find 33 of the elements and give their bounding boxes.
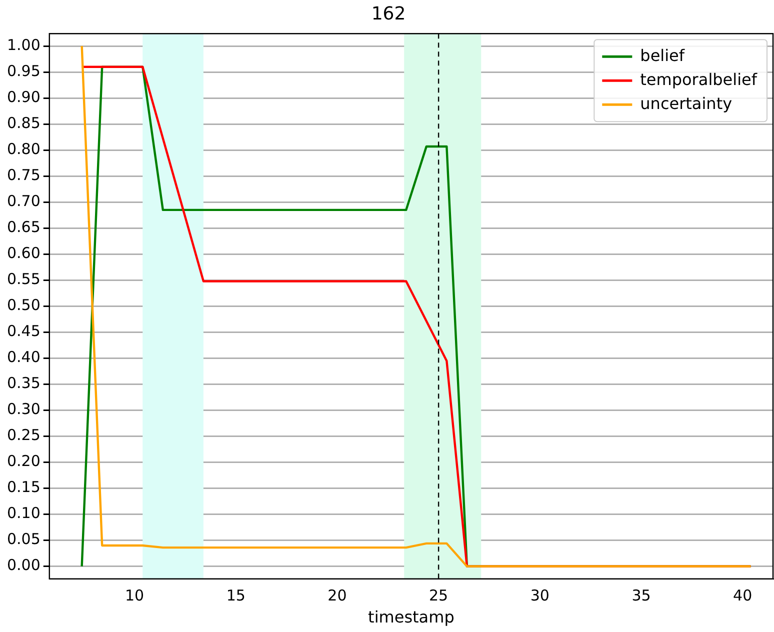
x-tick-label: 40 [733, 586, 752, 605]
legend-label: temporalbelief [640, 70, 758, 89]
y-tick-label: 0.45 [6, 322, 40, 340]
x-tick-label: 20 [328, 586, 347, 605]
y-tick-label: 0.35 [6, 374, 40, 392]
y-tick-label: 0.20 [6, 452, 40, 470]
y-tick-label: 0.10 [6, 504, 40, 522]
x-axis-title: timestamp [368, 608, 454, 627]
y-tick-label: 0.95 [6, 62, 40, 80]
y-tick-label: 0.90 [6, 88, 40, 106]
legend-label: uncertainty [640, 94, 732, 113]
y-tick-label: 0.55 [6, 270, 40, 288]
y-tick-label: 1.00 [6, 36, 40, 54]
y-tick-label: 0.80 [6, 140, 40, 158]
y-tick-label: 0.00 [6, 556, 40, 574]
legend-label: belief [640, 46, 685, 65]
y-tick-label: 0.85 [6, 114, 40, 132]
x-tick-label: 25 [429, 586, 448, 605]
y-tick-label: 0.05 [6, 530, 40, 548]
y-tick-label: 0.50 [6, 296, 40, 314]
y-tick-label: 0.75 [6, 166, 40, 184]
y-tick-label: 0.70 [6, 192, 40, 210]
y-tick-label: 0.60 [6, 244, 40, 262]
x-tick-label: 35 [632, 586, 651, 605]
chart-title: 162 [371, 3, 406, 24]
x-tick-label: 30 [530, 586, 550, 605]
x-tick-label: 15 [226, 586, 246, 605]
x-tick-label: 10 [124, 586, 144, 605]
y-tick-label: 0.25 [6, 426, 40, 444]
y-tick-label: 0.30 [6, 400, 40, 418]
y-tick-label: 0.15 [6, 478, 40, 496]
y-tick-label: 0.65 [6, 218, 40, 236]
y-tick-label: 0.40 [6, 348, 40, 366]
